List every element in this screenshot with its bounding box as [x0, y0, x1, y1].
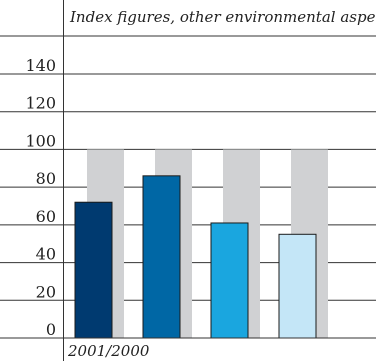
y-tick-label-120: 120	[25, 94, 56, 113]
y-tick-label-20: 20	[36, 282, 56, 301]
y-tick-label-0: 0	[46, 320, 56, 339]
bar-value-1	[74, 201, 113, 339]
y-tick-labels: 0 20 40 60 80 100 120 140	[25, 56, 56, 339]
bar-value-2	[142, 175, 181, 339]
chart-title: Index figures, other environmental aspec…	[69, 8, 376, 26]
y-tick-label-80: 80	[36, 169, 56, 188]
bar-value-4	[278, 233, 317, 339]
bar-value-3	[210, 222, 249, 339]
bars	[74, 149, 328, 339]
y-tick-label-60: 60	[36, 207, 56, 226]
y-tick-label-40: 40	[36, 245, 56, 264]
y-tick-label-100: 100	[25, 131, 56, 150]
chart-footer: 2001/2000	[67, 342, 150, 360]
y-tick-label-140: 140	[25, 56, 56, 75]
